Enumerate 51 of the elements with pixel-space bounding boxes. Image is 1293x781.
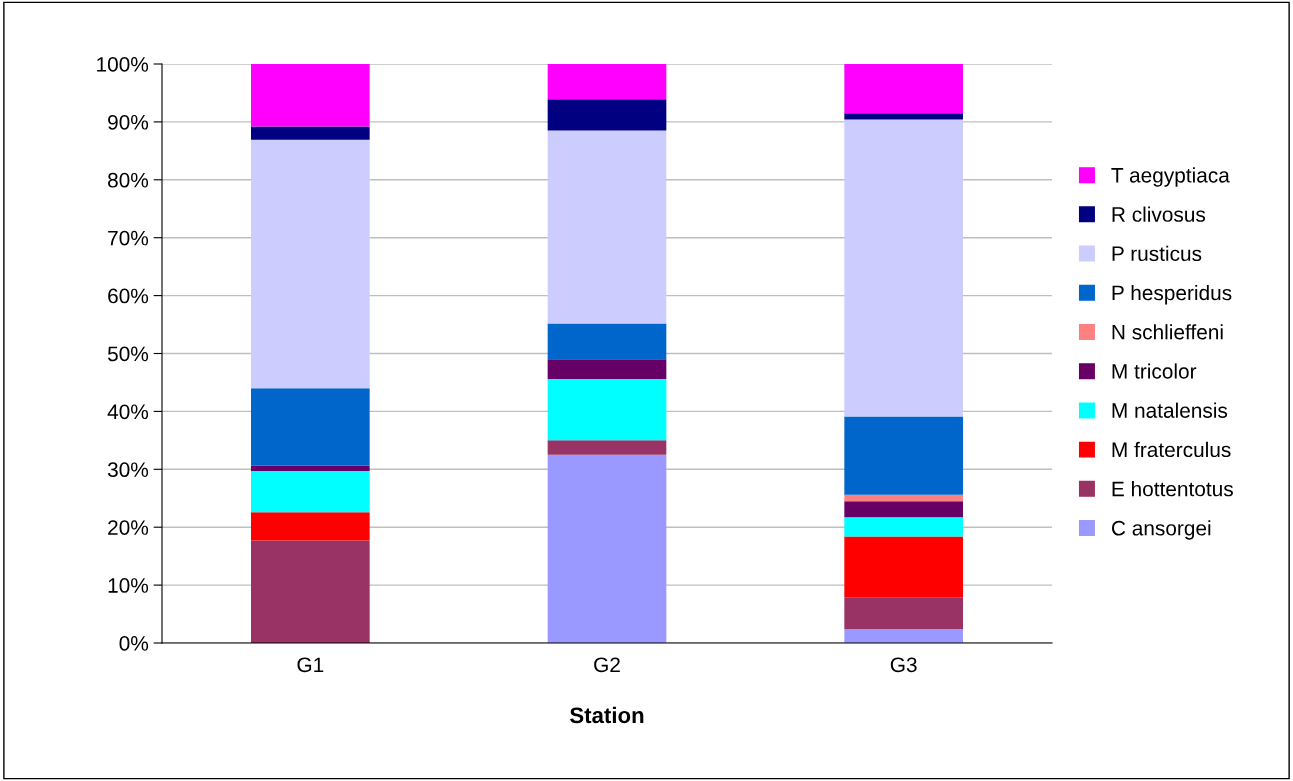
bar xyxy=(844,517,963,537)
x-tick-label: G3 xyxy=(890,657,917,673)
bar xyxy=(844,494,963,502)
y-tick-label: 60% xyxy=(108,288,149,304)
bar xyxy=(251,540,370,643)
bar xyxy=(844,119,963,417)
y-tick-label: 20% xyxy=(108,520,149,535)
legend-label: T aegyptiaca xyxy=(1111,167,1230,187)
bar xyxy=(547,378,667,441)
bar xyxy=(547,440,667,455)
bar xyxy=(251,139,370,389)
bar xyxy=(547,99,667,131)
y-tick-label: 100% xyxy=(97,57,149,72)
bar xyxy=(251,512,370,541)
bar xyxy=(844,629,963,643)
x-tick-label: G2 xyxy=(594,657,620,673)
x-axis-title: Station xyxy=(569,706,644,724)
bar xyxy=(547,130,667,324)
bar xyxy=(844,64,963,114)
bar xyxy=(251,64,370,127)
legend-label: E hottentotus xyxy=(1112,481,1233,497)
bar xyxy=(251,471,370,513)
y-tick-label: 0% xyxy=(119,636,149,651)
y-tick-label: 10% xyxy=(108,578,149,593)
bar xyxy=(251,126,370,140)
bar xyxy=(844,597,963,630)
legend-label: R clivosus xyxy=(1112,206,1206,222)
y-tick-label: 90% xyxy=(108,114,149,130)
bar xyxy=(844,416,963,495)
bar xyxy=(547,64,667,100)
bar xyxy=(844,113,963,120)
legend-label: P hesperidus xyxy=(1112,284,1232,305)
legend-label: N schlieffeni xyxy=(1112,324,1223,340)
y-tick-label: 80% xyxy=(108,172,149,188)
bar xyxy=(251,388,370,466)
bar xyxy=(844,536,963,598)
bar xyxy=(251,465,370,472)
legend-label: C ansorgei xyxy=(1111,520,1211,540)
bar xyxy=(547,359,667,379)
y-tick-label: 30% xyxy=(107,462,149,478)
legend-label: M natalensis xyxy=(1112,402,1228,418)
y-tick-label: 70% xyxy=(108,230,149,246)
y-tick-label: 50% xyxy=(107,346,149,362)
y-tick-label: 40% xyxy=(107,404,149,420)
legend-label: M fraterculus xyxy=(1112,441,1231,458)
bar xyxy=(547,323,667,360)
legend-label: M tricolor xyxy=(1112,363,1197,379)
bar xyxy=(547,454,667,643)
bar xyxy=(844,501,963,518)
x-tick-label: G1 xyxy=(297,657,324,673)
legend-label: P rusticus xyxy=(1112,245,1202,262)
